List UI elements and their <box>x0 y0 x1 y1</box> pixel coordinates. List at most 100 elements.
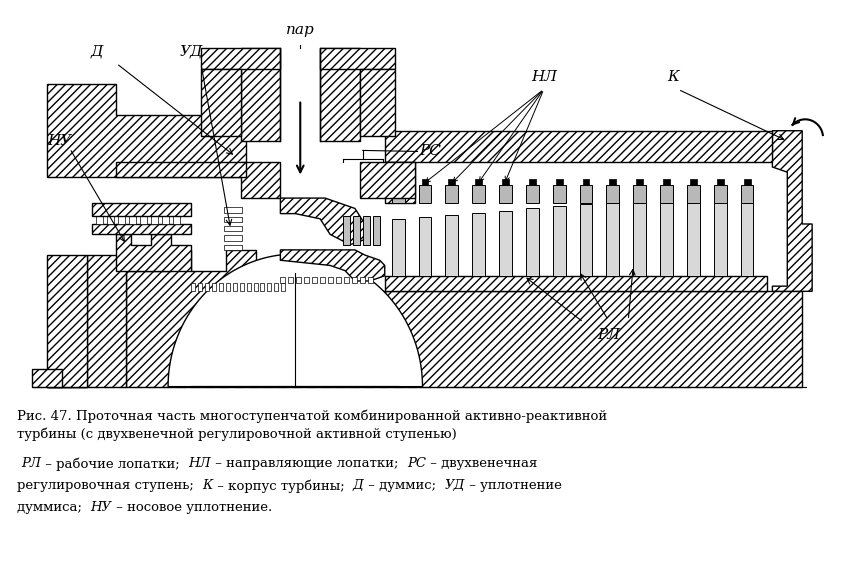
Polygon shape <box>773 131 812 291</box>
Bar <box>556 179 563 185</box>
Bar <box>714 198 727 276</box>
Text: Рис. 47. Проточная часть многоступенчатой комбинированной активно-реактивной: Рис. 47. Проточная часть многоступенчато… <box>17 409 607 423</box>
Bar <box>312 277 318 283</box>
Bar <box>343 216 350 245</box>
Bar <box>690 179 697 185</box>
Bar <box>304 277 309 283</box>
Polygon shape <box>360 162 414 198</box>
Bar <box>472 212 485 276</box>
Bar <box>395 179 402 185</box>
Polygon shape <box>92 224 191 234</box>
Polygon shape <box>127 250 385 387</box>
Bar <box>280 277 285 283</box>
Bar <box>660 198 673 276</box>
Bar <box>108 216 115 224</box>
Bar <box>582 179 589 185</box>
Bar <box>205 283 209 291</box>
Bar <box>296 277 301 283</box>
Bar <box>499 185 512 203</box>
Bar <box>140 216 147 224</box>
Bar <box>499 211 512 276</box>
Bar <box>261 283 265 291</box>
Bar <box>224 207 242 212</box>
Polygon shape <box>168 254 423 387</box>
Bar <box>289 277 293 283</box>
Bar <box>373 216 380 245</box>
Bar <box>391 185 405 203</box>
Text: РС: РС <box>407 457 426 470</box>
Text: – носовое уплотнение.: – носовое уплотнение. <box>111 501 272 514</box>
Bar <box>687 185 700 203</box>
Bar <box>421 179 429 185</box>
Bar <box>224 236 242 240</box>
Bar <box>580 185 593 203</box>
Bar <box>129 216 136 224</box>
Polygon shape <box>385 276 767 291</box>
Bar <box>446 185 458 203</box>
Text: К: К <box>202 479 212 492</box>
Bar <box>717 179 723 185</box>
Text: – направляющие лопатки;: – направляющие лопатки; <box>211 457 407 470</box>
Polygon shape <box>280 198 365 245</box>
Polygon shape <box>32 369 62 387</box>
Bar <box>239 283 244 291</box>
Polygon shape <box>360 68 395 136</box>
Bar <box>162 216 169 224</box>
Text: НЛ: НЛ <box>531 70 557 84</box>
Bar <box>502 179 509 185</box>
Bar <box>636 179 644 185</box>
Bar <box>740 198 754 276</box>
Bar <box>529 179 536 185</box>
Text: думмиса;: думмиса; <box>17 501 91 514</box>
Text: РЛ: РЛ <box>597 328 620 342</box>
Text: НУ: НУ <box>48 134 71 148</box>
Bar <box>320 277 325 283</box>
Bar <box>419 185 431 203</box>
Bar <box>606 185 619 203</box>
Bar <box>553 206 565 276</box>
Bar <box>233 283 237 291</box>
Polygon shape <box>385 291 802 387</box>
Bar <box>633 200 646 276</box>
Text: – думмис;: – думмис; <box>363 479 444 492</box>
Bar <box>360 277 365 283</box>
Polygon shape <box>116 234 191 270</box>
Bar <box>191 283 195 291</box>
Polygon shape <box>385 131 773 162</box>
Text: регулировочная ступень;: регулировочная ступень; <box>17 479 202 492</box>
Bar <box>224 226 242 231</box>
Bar <box>198 283 202 291</box>
Bar <box>610 179 616 185</box>
Bar <box>391 219 405 276</box>
Bar <box>419 217 431 276</box>
Text: – двухвенечная: – двухвенечная <box>426 457 537 470</box>
Bar <box>472 185 485 203</box>
Text: – уплотнение: – уплотнение <box>464 479 561 492</box>
Bar <box>344 277 349 283</box>
Bar <box>580 204 593 276</box>
Bar <box>274 283 278 291</box>
Polygon shape <box>240 162 280 198</box>
Bar <box>352 277 357 283</box>
Bar <box>526 208 539 276</box>
Polygon shape <box>280 250 385 281</box>
Bar <box>660 185 673 203</box>
Bar <box>151 216 158 224</box>
Polygon shape <box>320 48 395 68</box>
Bar <box>226 283 230 291</box>
Polygon shape <box>47 84 245 177</box>
Bar <box>553 185 565 203</box>
Bar <box>211 283 216 291</box>
Bar <box>744 179 751 185</box>
Bar <box>224 217 242 222</box>
Text: Д: Д <box>90 44 103 58</box>
Bar <box>663 179 670 185</box>
Text: – рабочие лопатки;: – рабочие лопатки; <box>41 457 188 471</box>
Bar <box>219 283 222 291</box>
Text: НУ: НУ <box>91 501 111 514</box>
Bar <box>368 277 373 283</box>
Polygon shape <box>240 48 280 141</box>
Bar <box>353 216 360 245</box>
Bar <box>526 185 539 203</box>
Bar <box>254 283 257 291</box>
